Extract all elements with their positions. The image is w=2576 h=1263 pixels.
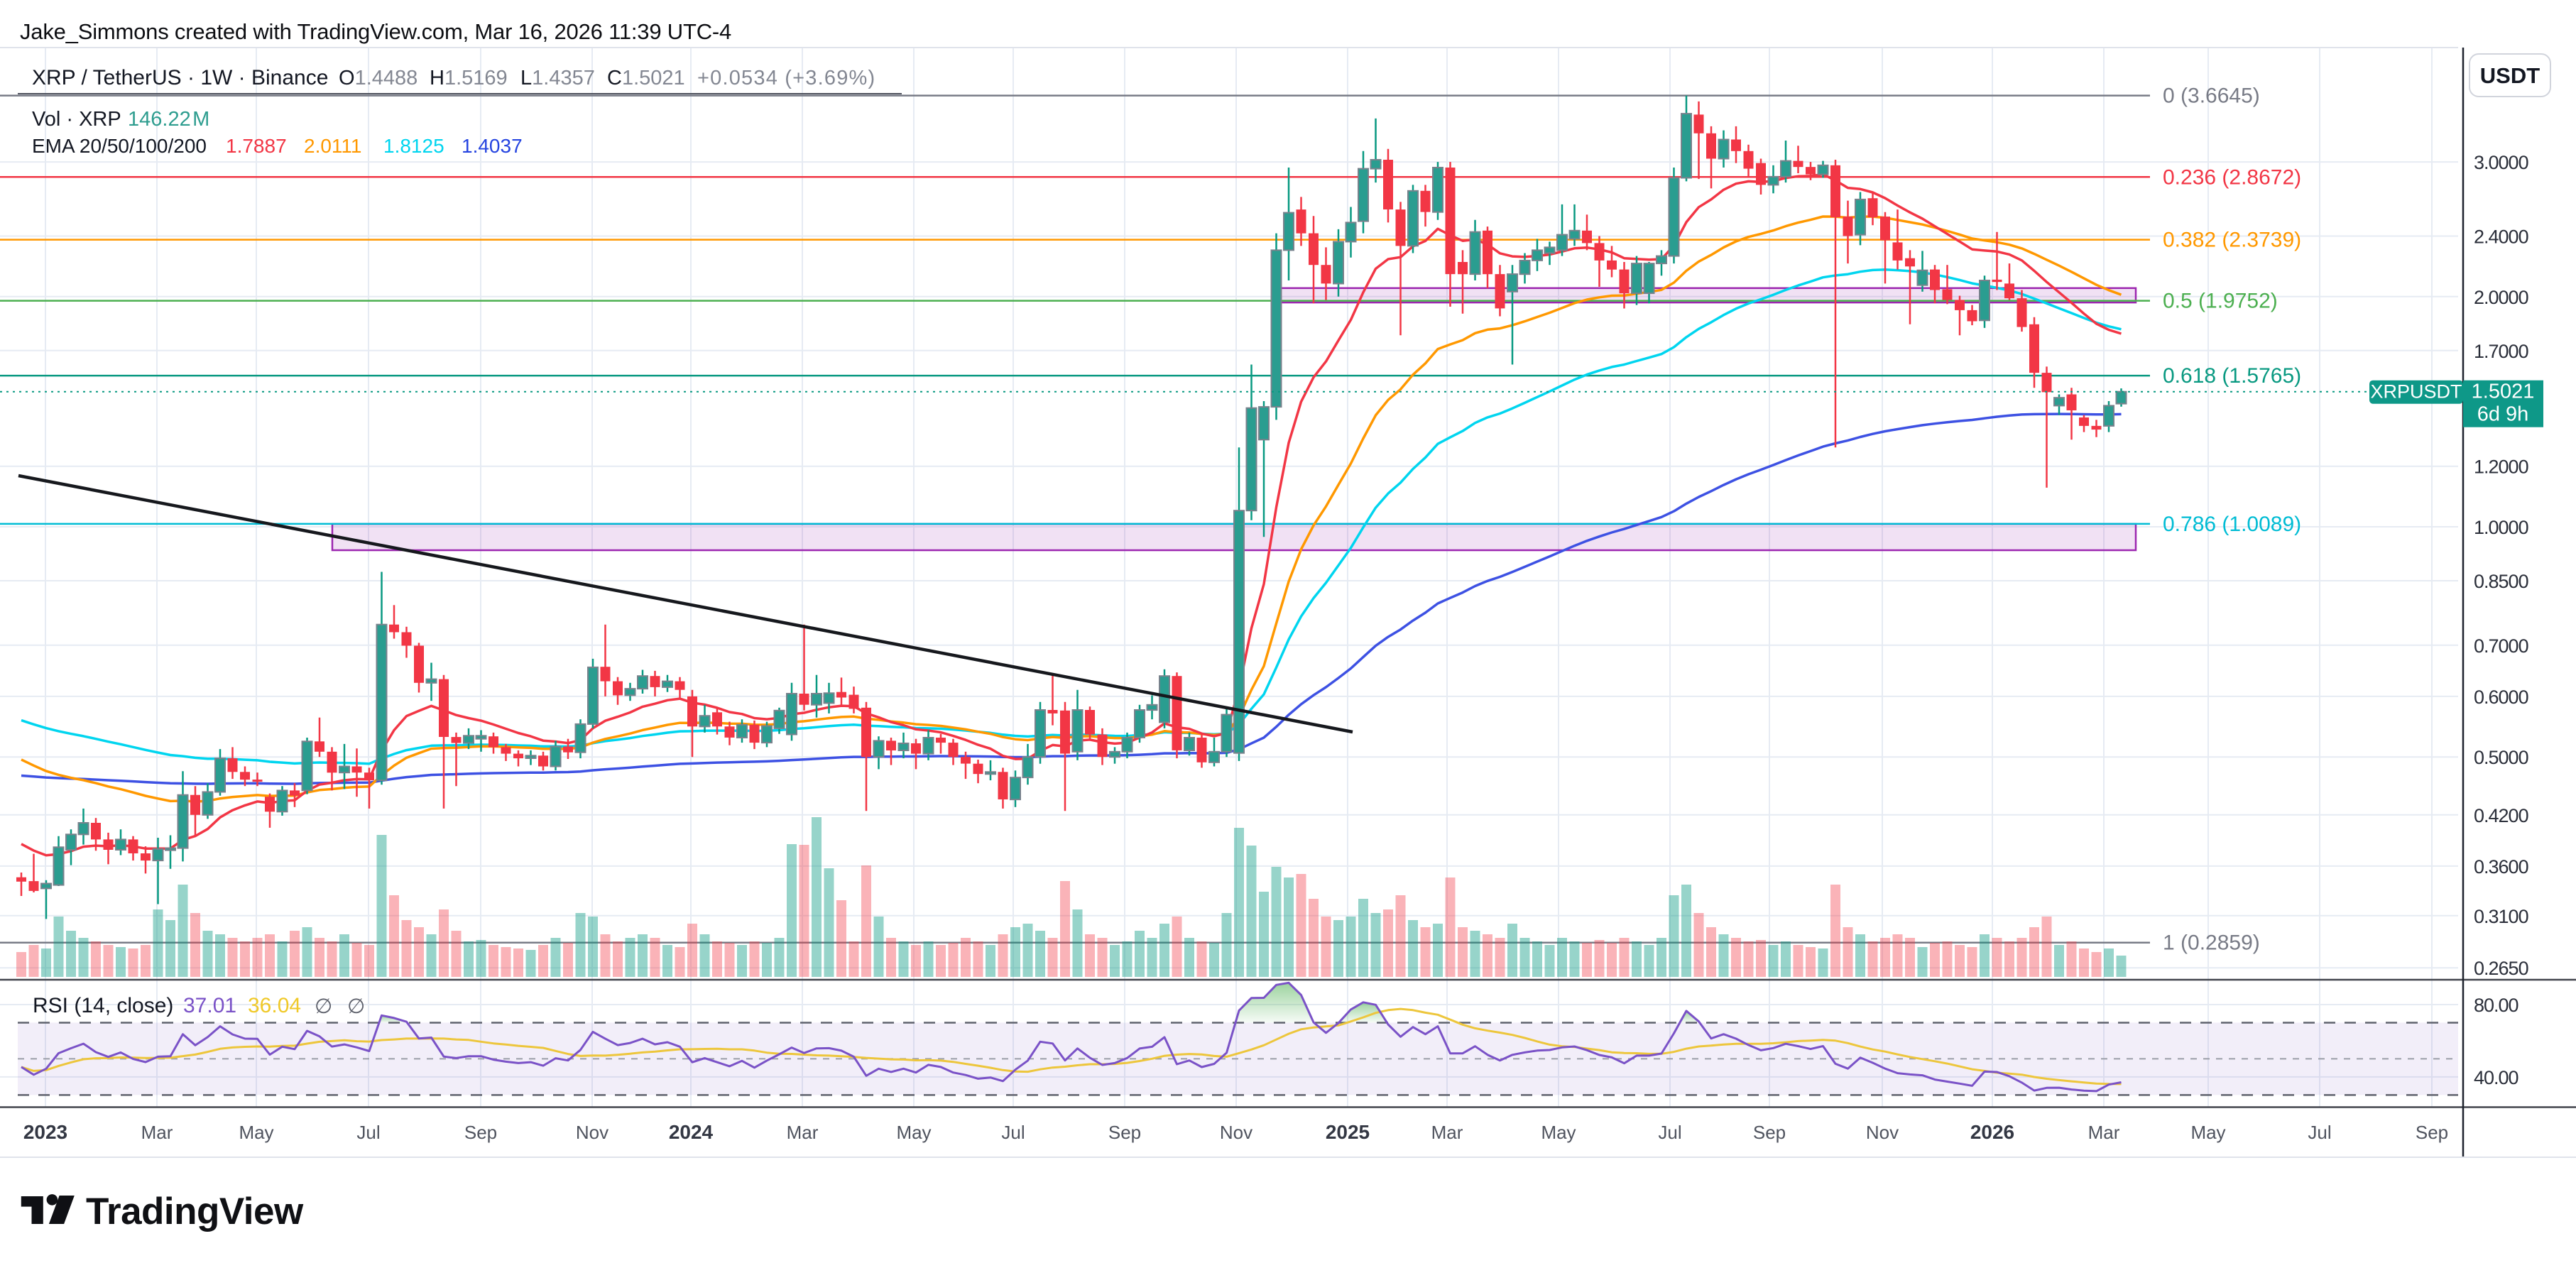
- svg-text:Mar: Mar: [787, 1122, 819, 1143]
- svg-text:May: May: [2190, 1122, 2225, 1143]
- svg-text:1.7000: 1.7000: [2474, 341, 2528, 362]
- svg-text:1.4037: 1.4037: [462, 135, 523, 157]
- svg-text:Nov: Nov: [1220, 1122, 1252, 1143]
- svg-text:May: May: [896, 1122, 931, 1143]
- svg-text:6d 9h: 6d 9h: [2477, 403, 2529, 426]
- svg-text:1.0000: 1.0000: [2474, 517, 2528, 538]
- svg-text:TradingView: TradingView: [86, 1191, 304, 1232]
- svg-text:Sep: Sep: [1108, 1122, 1141, 1143]
- svg-text:2026: 2026: [1970, 1121, 2014, 1143]
- svg-text:XRP / TetherUS · 1W · Binance: XRP / TetherUS · 1W · Binance: [32, 66, 328, 89]
- svg-text:0.7000: 0.7000: [2474, 635, 2528, 657]
- svg-text:Mar: Mar: [1431, 1122, 1463, 1143]
- svg-text:∅: ∅: [347, 995, 365, 1018]
- svg-text:146.22 M: 146.22 M: [128, 108, 209, 131]
- svg-text:C1.5021: C1.5021: [607, 67, 685, 89]
- svg-text:Jake_Simmons created with Trad: Jake_Simmons created with TradingView.co…: [20, 19, 731, 44]
- svg-text:1 (0.2859): 1 (0.2859): [2163, 931, 2260, 955]
- svg-text:Sep: Sep: [464, 1122, 497, 1143]
- svg-text:Jul: Jul: [356, 1122, 380, 1143]
- svg-text:0.236 (2.8672): 0.236 (2.8672): [2163, 165, 2301, 189]
- svg-text:Sep: Sep: [2416, 1122, 2448, 1143]
- svg-text:0.6000: 0.6000: [2474, 687, 2528, 708]
- svg-text:0.4200: 0.4200: [2474, 805, 2528, 826]
- svg-text:0.3600: 0.3600: [2474, 856, 2528, 877]
- svg-text:Mar: Mar: [141, 1122, 173, 1143]
- svg-text:May: May: [1541, 1122, 1576, 1143]
- svg-text:Nov: Nov: [576, 1122, 608, 1143]
- svg-text:Nov: Nov: [1866, 1122, 1899, 1143]
- svg-text:37.01: 37.01: [183, 994, 236, 1017]
- svg-text:2024: 2024: [669, 1121, 714, 1143]
- svg-text:RSI (14, close): RSI (14, close): [33, 994, 173, 1017]
- svg-text:0.2650: 0.2650: [2474, 958, 2528, 979]
- svg-text:May: May: [239, 1122, 273, 1143]
- svg-text:USDT: USDT: [2480, 63, 2540, 88]
- svg-text:0.5000: 0.5000: [2474, 747, 2528, 768]
- svg-text:L1.4357: L1.4357: [520, 67, 595, 89]
- svg-text:∅: ∅: [315, 995, 332, 1018]
- svg-text:1.8125: 1.8125: [383, 135, 444, 157]
- svg-text:36.04: 36.04: [248, 994, 301, 1017]
- svg-text:0.5 (1.9752): 0.5 (1.9752): [2163, 290, 2278, 313]
- svg-text:Jul: Jul: [2308, 1122, 2331, 1143]
- svg-text:O1.4488: O1.4488: [339, 67, 417, 89]
- svg-text:3.0000: 3.0000: [2474, 152, 2528, 173]
- svg-text:0.8500: 0.8500: [2474, 571, 2528, 592]
- svg-text:1.7887: 1.7887: [226, 135, 287, 157]
- svg-text:EMA 20/50/100/200: EMA 20/50/100/200: [32, 135, 207, 157]
- svg-text:1.2000: 1.2000: [2474, 456, 2528, 478]
- svg-text:0.3100: 0.3100: [2474, 906, 2528, 927]
- svg-text:Jul: Jul: [1658, 1122, 1681, 1143]
- svg-text:2023: 2023: [23, 1121, 67, 1143]
- svg-text:0.786 (1.0089): 0.786 (1.0089): [2163, 513, 2301, 536]
- svg-text:0.382 (2.3739): 0.382 (2.3739): [2163, 229, 2301, 252]
- svg-text:H1.5169: H1.5169: [430, 67, 508, 89]
- svg-text:XRPUSDT: XRPUSDT: [2370, 381, 2462, 403]
- svg-text:0.618 (1.5765): 0.618 (1.5765): [2163, 364, 2301, 388]
- svg-text:Sep: Sep: [1753, 1122, 1786, 1143]
- svg-text:Jul: Jul: [1001, 1122, 1025, 1143]
- svg-text:40.00: 40.00: [2474, 1067, 2518, 1088]
- svg-text:2.4000: 2.4000: [2474, 226, 2528, 248]
- svg-text:Vol · XRP: Vol · XRP: [32, 108, 121, 131]
- svg-text:80.00: 80.00: [2474, 995, 2518, 1016]
- svg-text:+0.0534 (+3.69%): +0.0534 (+3.69%): [697, 67, 875, 89]
- svg-text:0 (3.6645): 0 (3.6645): [2163, 84, 2260, 108]
- svg-text:1.5021: 1.5021: [2472, 381, 2535, 403]
- svg-text:2.0111: 2.0111: [304, 135, 361, 157]
- svg-text:2.0000: 2.0000: [2474, 287, 2528, 308]
- svg-text:2025: 2025: [1326, 1121, 1370, 1143]
- svg-text:Mar: Mar: [2088, 1122, 2120, 1143]
